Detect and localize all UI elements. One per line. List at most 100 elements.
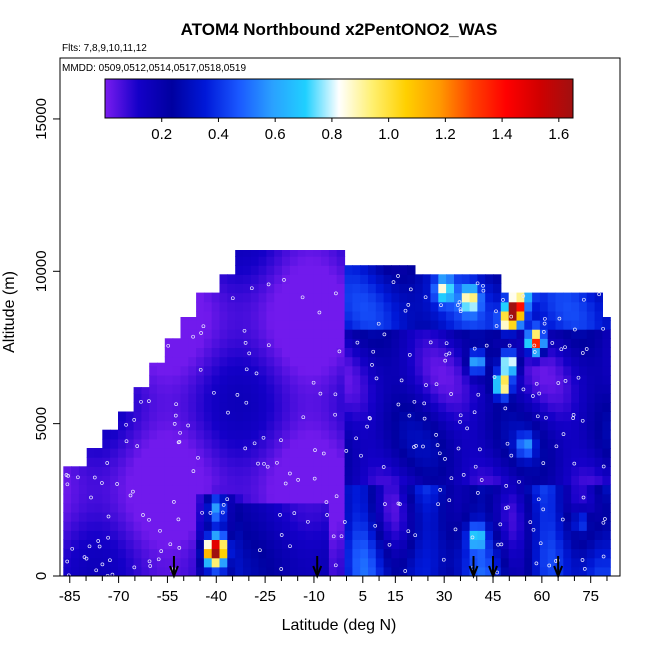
heatmap-cell [508,512,518,522]
heatmap-cell [446,384,455,394]
heatmap-cell [532,466,541,476]
sample-point [159,549,164,553]
heatmap-cell [102,539,111,550]
heatmap-cell [360,310,369,321]
heatmap-cell [227,512,236,522]
heatmap-cell [227,347,236,358]
heatmap-cell [63,530,72,540]
heatmap-cell [563,521,572,531]
sample-point [242,328,247,333]
heatmap-cell [469,292,478,303]
heatmap-cell [454,310,463,321]
sample-point [368,416,372,421]
heatmap-cell [524,356,533,367]
heatmap-cell [86,475,96,486]
heatmap-cell [563,411,572,422]
sample-point [428,340,433,345]
heatmap-cell [336,283,346,294]
heatmap-cell [172,347,182,358]
heatmap-cell [547,548,557,559]
heatmap-cell [141,438,150,449]
heatmap-cell [391,438,400,449]
heatmap-cell [149,502,158,513]
heatmap-cell [508,530,518,540]
heatmap-cell [430,329,439,339]
heatmap-cell [446,484,455,495]
heatmap-cell [344,320,353,330]
heatmap-cell [172,374,182,385]
heatmap-cell [164,484,174,495]
heatmap-cell [274,557,283,568]
heatmap-cell [164,466,174,476]
heatmap-cell [258,250,267,257]
heatmap-cell [360,566,369,576]
heatmap-cell [469,411,478,422]
heatmap-cell [328,539,338,550]
heatmap-cell [266,457,275,467]
sample-point [65,559,70,564]
heatmap-cell [555,466,564,476]
heatmap-cell [164,420,174,431]
heatmap-cell [274,539,283,550]
heatmap-cell [321,374,330,385]
heatmap-cell [430,521,439,531]
heatmap-cell [547,539,557,550]
heatmap-cell [196,301,205,312]
heatmap-cell [172,512,182,522]
heatmap-cell [219,429,228,440]
heatmap-cell [500,356,510,367]
heatmap-cell [149,411,158,422]
heatmap-cell [164,402,174,412]
heatmap-cell [266,530,275,540]
heatmap-cell [586,521,596,531]
heatmap-cell [586,429,596,440]
sample-point [408,287,413,292]
sample-point [321,451,326,456]
heatmap-cell [579,484,588,495]
heatmap-cell [188,566,197,576]
heatmap-cell [227,557,236,568]
heatmap-cell [500,320,510,330]
heatmap-cell [438,548,447,559]
heatmap-cell [493,310,502,321]
sample-point [531,394,535,398]
heatmap-cell [446,411,455,422]
heatmap-cell [539,566,549,576]
heatmap-cell [266,512,275,522]
heatmap-cell [422,329,432,339]
heatmap-cell [547,438,557,449]
heatmap-cell [571,539,580,550]
heatmap-cell [532,448,541,458]
heatmap-cell [508,466,518,476]
heatmap-cell [383,320,392,330]
heatmap-cell [391,457,400,467]
heatmap-cell [407,329,416,339]
heatmap-cell [516,566,525,576]
heatmap-cell [477,466,486,476]
heatmap-cell [399,530,408,540]
heatmap-cell [149,466,158,476]
heatmap-cell [422,530,432,540]
heatmap-cell [227,320,236,330]
heatmap-cell [414,457,424,467]
heatmap-cell [227,301,236,312]
heatmap-cell [227,374,236,385]
heatmap-cell [243,256,252,266]
heatmap-cell [571,557,580,568]
heatmap-cell [313,484,322,495]
heatmap-cell [235,256,244,266]
heatmap-cell [485,310,494,321]
heatmap-cell [555,512,564,522]
sample-point [534,381,539,386]
heatmap-cell [454,356,463,367]
heatmap-cell [438,384,447,394]
heatmap-cell [274,521,283,531]
heatmap-cell [375,356,385,367]
heatmap-cell [555,457,564,467]
heatmap-cell [282,329,291,339]
heatmap-cell [454,292,463,303]
sample-point [383,502,387,506]
heatmap-cell [86,448,96,458]
heatmap-cell [422,338,432,348]
heatmap-cell [493,484,502,495]
